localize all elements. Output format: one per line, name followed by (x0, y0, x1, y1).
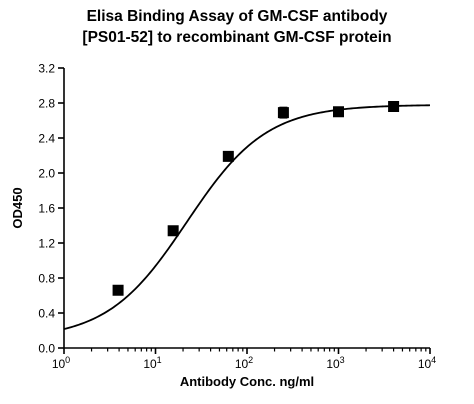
x-tick-label: 104 (418, 355, 436, 371)
y-tick-label: 2.0 (38, 167, 55, 181)
x-axis-label: Antibody Conc. ng/ml (180, 374, 314, 389)
y-tick-label: 2.8 (38, 97, 55, 111)
y-axis-label: OD450 (10, 187, 25, 228)
y-tick-label: 0.4 (38, 307, 55, 321)
y-tick-label: 1.6 (38, 202, 55, 216)
data-point (333, 106, 344, 118)
x-tick-label: 101 (143, 355, 161, 371)
y-tick-label: 0.8 (38, 272, 55, 286)
x-tick-label: 100 (52, 355, 70, 371)
chart-title: Elisa Binding Assay of GM-CSF antibody [… (0, 6, 474, 48)
x-axis: 100 101 102 103 104 (52, 347, 436, 371)
x-tick-label: 103 (326, 355, 344, 371)
chart-title-line-1: Elisa Binding Assay of GM-CSF antibody (86, 8, 388, 25)
data-point (277, 107, 289, 119)
fit-curve-group (63, 104, 431, 330)
y-axis: 0.0 0.4 0.8 1.2 1.6 2.0 2.4 2.8 3.2 (38, 62, 65, 356)
y-tick-label: 0.0 (38, 342, 55, 356)
x-tick-label: 102 (235, 355, 253, 371)
data-point (167, 225, 179, 237)
data-point (112, 284, 124, 296)
data-point (388, 101, 400, 112)
chart-title-line-2: [PS01-52] to recombinant GM-CSF protein (82, 29, 392, 46)
data-points (112, 101, 400, 296)
fit-curve (63, 104, 431, 330)
y-tick-label: 1.2 (38, 237, 55, 251)
y-tick-label: 2.4 (38, 132, 55, 146)
data-point (222, 150, 234, 162)
y-tick-label: 3.2 (38, 62, 55, 76)
